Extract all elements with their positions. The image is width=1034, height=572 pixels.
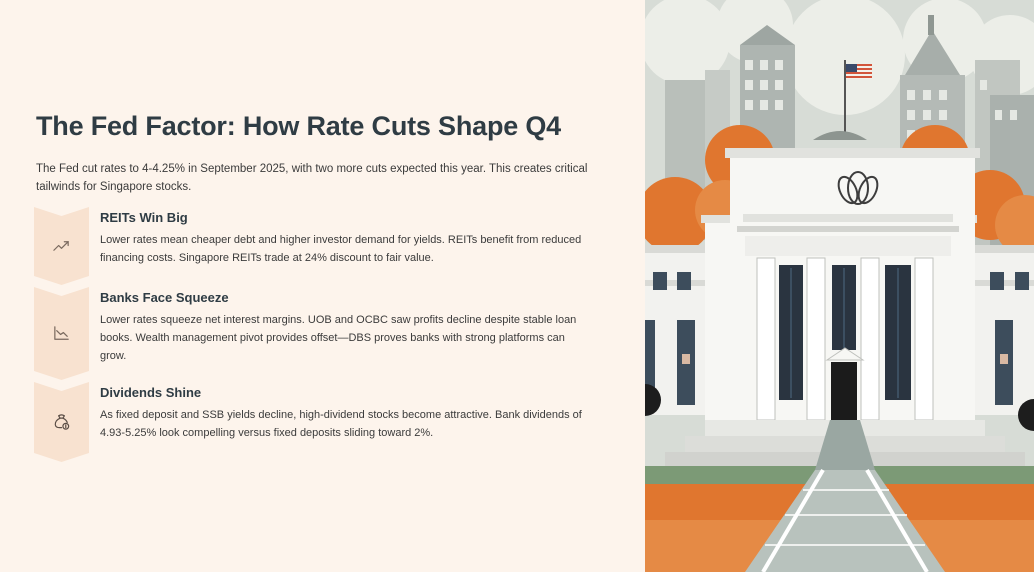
item-title: REITs Win Big bbox=[100, 210, 188, 225]
item-body: Lower rates mean cheaper debt and higher… bbox=[100, 234, 582, 264]
content-panel: The Fed Factor: How Rate Cuts Shape Q4 T… bbox=[34, 111, 588, 462]
federal-reserve-building-illustration bbox=[645, 0, 1034, 572]
item-title: Dividends Shine bbox=[100, 385, 202, 400]
item-badge bbox=[34, 287, 89, 380]
item-body: Lower rates squeeze net interest margins… bbox=[100, 314, 577, 362]
money-bag-icon bbox=[52, 412, 71, 431]
federal-reserve-illustration bbox=[645, 0, 1034, 572]
trend-up-icon bbox=[52, 236, 71, 255]
intro-text: The Fed cut rates to 4-4.25% in Septembe… bbox=[36, 163, 588, 193]
item-badge bbox=[34, 382, 89, 462]
trend-down-icon bbox=[52, 324, 71, 343]
item-badge bbox=[34, 207, 89, 285]
us-flag bbox=[846, 64, 872, 79]
item-body: As fixed deposit and SSB yields decline,… bbox=[100, 409, 582, 439]
page-title: The Fed Factor: How Rate Cuts Shape Q4 bbox=[36, 111, 561, 141]
item-title: Banks Face Squeeze bbox=[100, 290, 229, 305]
